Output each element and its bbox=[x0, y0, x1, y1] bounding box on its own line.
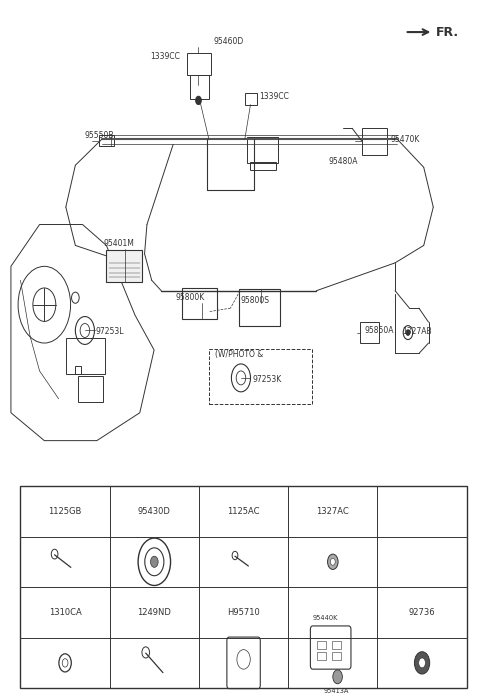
Text: 1310CA: 1310CA bbox=[49, 608, 82, 617]
Text: 1249ND: 1249ND bbox=[137, 608, 171, 617]
Text: 1125GB: 1125GB bbox=[48, 507, 82, 516]
Text: 95430D: 95430D bbox=[138, 507, 171, 516]
Bar bbox=[21, 486, 467, 688]
Bar bbox=[250, 162, 276, 170]
Text: (W/PHOTO &: (W/PHOTO & bbox=[215, 351, 264, 359]
Text: 95480A: 95480A bbox=[328, 157, 358, 166]
Text: FR.: FR. bbox=[436, 26, 459, 38]
Circle shape bbox=[327, 554, 338, 570]
Text: 1339CC: 1339CC bbox=[259, 92, 289, 102]
Text: 95413A: 95413A bbox=[323, 687, 348, 694]
Text: 1327AB: 1327AB bbox=[402, 327, 432, 336]
Text: H95710: H95710 bbox=[227, 608, 260, 617]
Bar bbox=[332, 652, 341, 660]
Bar bbox=[317, 640, 325, 649]
Bar bbox=[362, 128, 386, 155]
Text: 95440K: 95440K bbox=[313, 615, 338, 621]
Bar bbox=[75, 366, 81, 375]
Circle shape bbox=[406, 330, 410, 335]
Bar bbox=[209, 349, 312, 405]
Bar bbox=[78, 376, 103, 402]
Bar bbox=[182, 288, 217, 318]
Circle shape bbox=[419, 658, 425, 668]
Text: 1327AC: 1327AC bbox=[316, 507, 349, 516]
Circle shape bbox=[333, 670, 342, 684]
Bar bbox=[247, 136, 278, 163]
Circle shape bbox=[414, 652, 430, 674]
Text: 95800S: 95800S bbox=[241, 296, 270, 305]
Bar bbox=[187, 53, 211, 76]
Bar bbox=[190, 76, 209, 99]
Bar bbox=[332, 640, 341, 649]
Text: 97253K: 97253K bbox=[253, 374, 282, 384]
Circle shape bbox=[196, 96, 201, 104]
Bar bbox=[245, 93, 257, 104]
Bar bbox=[99, 135, 115, 146]
Text: 95550B: 95550B bbox=[85, 132, 114, 141]
Text: 1339CC: 1339CC bbox=[150, 52, 180, 61]
Bar bbox=[317, 652, 325, 660]
Text: 95850A: 95850A bbox=[364, 326, 394, 335]
Text: 1125AC: 1125AC bbox=[228, 507, 260, 516]
Bar bbox=[239, 288, 280, 326]
Text: 95800K: 95800K bbox=[176, 293, 205, 302]
Circle shape bbox=[330, 559, 335, 566]
Text: 92736: 92736 bbox=[409, 608, 435, 617]
Text: 95460D: 95460D bbox=[214, 37, 244, 46]
Bar bbox=[360, 322, 379, 343]
Bar bbox=[66, 338, 105, 374]
Text: 95401M: 95401M bbox=[104, 239, 135, 248]
Text: 95470K: 95470K bbox=[390, 135, 420, 144]
Bar bbox=[107, 251, 142, 281]
Circle shape bbox=[151, 556, 158, 568]
Text: 97253L: 97253L bbox=[96, 327, 124, 336]
